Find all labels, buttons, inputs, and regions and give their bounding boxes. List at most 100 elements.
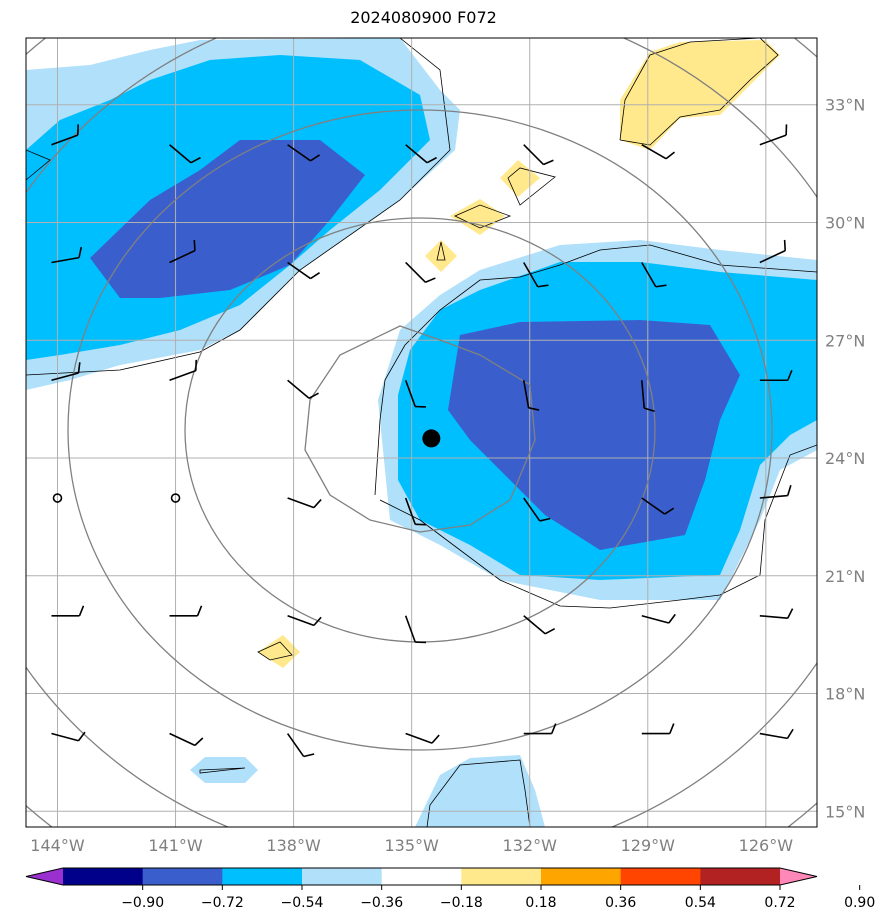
colorbar-tick-label: 0.54: [685, 895, 716, 911]
wind-barb: [404, 379, 427, 408]
anomaly-contour-small-a: [507, 167, 556, 206]
wind-barb: [169, 144, 201, 164]
wind-barb: [523, 497, 551, 522]
colorbar-tick-label: −0.90: [121, 895, 164, 911]
latitude-tick-labels: 15°N 18°N 21°N 24°N 27°N 30°N 33°N: [825, 96, 865, 822]
calm-wind-symbol: [52, 493, 63, 503]
lat-tick-label: 15°N: [825, 802, 865, 821]
lat-tick-label: 24°N: [825, 449, 865, 468]
wind-barb: [523, 144, 554, 166]
calm-wind-symbol: [170, 493, 181, 503]
wind-barb: [523, 723, 557, 735]
wind-barb: [169, 732, 204, 747]
wind-barb: [169, 239, 196, 264]
anomaly-fill-south-light: [415, 755, 545, 827]
wind-barb: [51, 124, 79, 146]
wind-barb: [405, 261, 436, 284]
wind-barb: [759, 608, 794, 620]
lon-tick-label: 132°W: [503, 836, 558, 855]
colorbar-tick-label: 0.36: [605, 895, 636, 911]
colorbar-extend-low: [26, 868, 63, 885]
colorbar-segment: [620, 868, 701, 885]
pressure-contour-3: [67, 109, 773, 751]
lon-tick-label: 141°W: [148, 836, 203, 855]
anomaly-fill-yellow-c: [425, 240, 457, 272]
anomaly-contour-small-d: [257, 641, 293, 661]
wind-barb: [51, 731, 86, 742]
colorbar-tick-label: −0.72: [201, 895, 244, 911]
wind-barb: [404, 497, 427, 526]
wind-barb: [523, 615, 556, 635]
wind-barb: [287, 379, 319, 399]
colorbar-segment: [63, 868, 144, 885]
lon-tick-label: 126°W: [739, 836, 794, 855]
lon-tick-label: 144°W: [30, 836, 85, 855]
plot-frame: [25, 37, 818, 828]
colorbar-tick-label: 0.90: [844, 895, 875, 911]
colorbar-tick-label: −0.54: [281, 895, 324, 911]
wind-barb: [286, 733, 315, 758]
wind-barb: [51, 605, 85, 617]
wind-barb: [641, 497, 675, 515]
wind-barb: [405, 144, 437, 164]
lat-tick-label: 18°N: [825, 685, 865, 704]
colorbar-segment: [461, 868, 542, 885]
anomaly-fill-yellow-a: [500, 160, 540, 197]
lat-tick-label: 33°N: [825, 96, 865, 115]
wind-barb: [641, 723, 675, 735]
wind-barb: [641, 144, 675, 160]
colorbar-segment: [222, 868, 303, 885]
wind-barb: [641, 613, 676, 624]
storm-center-marker: [422, 429, 441, 448]
anomaly-fill-se-dark: [448, 320, 740, 550]
anomaly-contour-small-b: [454, 204, 512, 229]
wind-barb: [287, 615, 322, 627]
colorbar-segment: [142, 868, 223, 885]
wind-barb: [640, 380, 655, 413]
colorbar-tick-label: 0.18: [525, 895, 556, 911]
pressure-contour-1: [304, 325, 536, 533]
colorbar-tick-label: −0.18: [440, 895, 483, 911]
anomaly-fill-ne-yellow: [620, 40, 780, 150]
anomaly-contour-small-c: [436, 241, 446, 261]
anomaly-fill-nw-dark: [90, 140, 365, 298]
wind-barb: [523, 262, 549, 288]
wind-barb: [641, 262, 667, 288]
wind-barb: [51, 246, 83, 264]
wind-barb: [287, 144, 320, 162]
colorbar-segment: [302, 868, 383, 885]
wind-barb: [404, 615, 427, 644]
colorbar-extend-high: [780, 868, 817, 885]
lat-tick-label: 27°N: [825, 331, 865, 350]
colorbar-tick-label: −0.36: [360, 895, 403, 911]
wind-barbs: [51, 124, 794, 758]
wind-barb: [759, 124, 788, 146]
wind-barb: [759, 239, 787, 264]
wind-barb: [522, 380, 540, 411]
anomaly-contour-small-e: [199, 767, 246, 774]
wind-barb: [51, 362, 81, 382]
colorbar-segment: [381, 868, 462, 885]
colorbar: −0.90 −0.72 −0.54 −0.36 −0.18 0.18 0.36 0.54 0.7…: [25, 867, 875, 911]
anomaly-fill-yellow-d: [258, 635, 300, 668]
gridlines: [26, 38, 817, 827]
colorbar-segment: [541, 868, 622, 885]
lon-tick-label: 138°W: [266, 836, 321, 855]
longitude-tick-labels: 144°W 141°W 138°W 135°W 132°W 129°W 126°W: [30, 836, 793, 855]
colorbar-segment: [700, 868, 781, 885]
wind-barb: [759, 728, 794, 740]
lat-tick-label: 21°N: [825, 567, 865, 586]
map-title: 2024080900 F072: [350, 8, 497, 27]
wind-barb: [287, 497, 322, 509]
lon-tick-label: 135°W: [384, 836, 439, 855]
wind-barb: [405, 732, 440, 744]
wind-barb: [759, 485, 792, 499]
anomaly-contour-se: [374, 244, 817, 609]
anomaly-contour-south: [426, 759, 531, 827]
anomaly-fill-yellow-b: [450, 199, 505, 235]
wind-barb: [169, 605, 203, 617]
wind-barb: [759, 369, 793, 382]
lon-tick-label: 129°W: [621, 836, 676, 855]
